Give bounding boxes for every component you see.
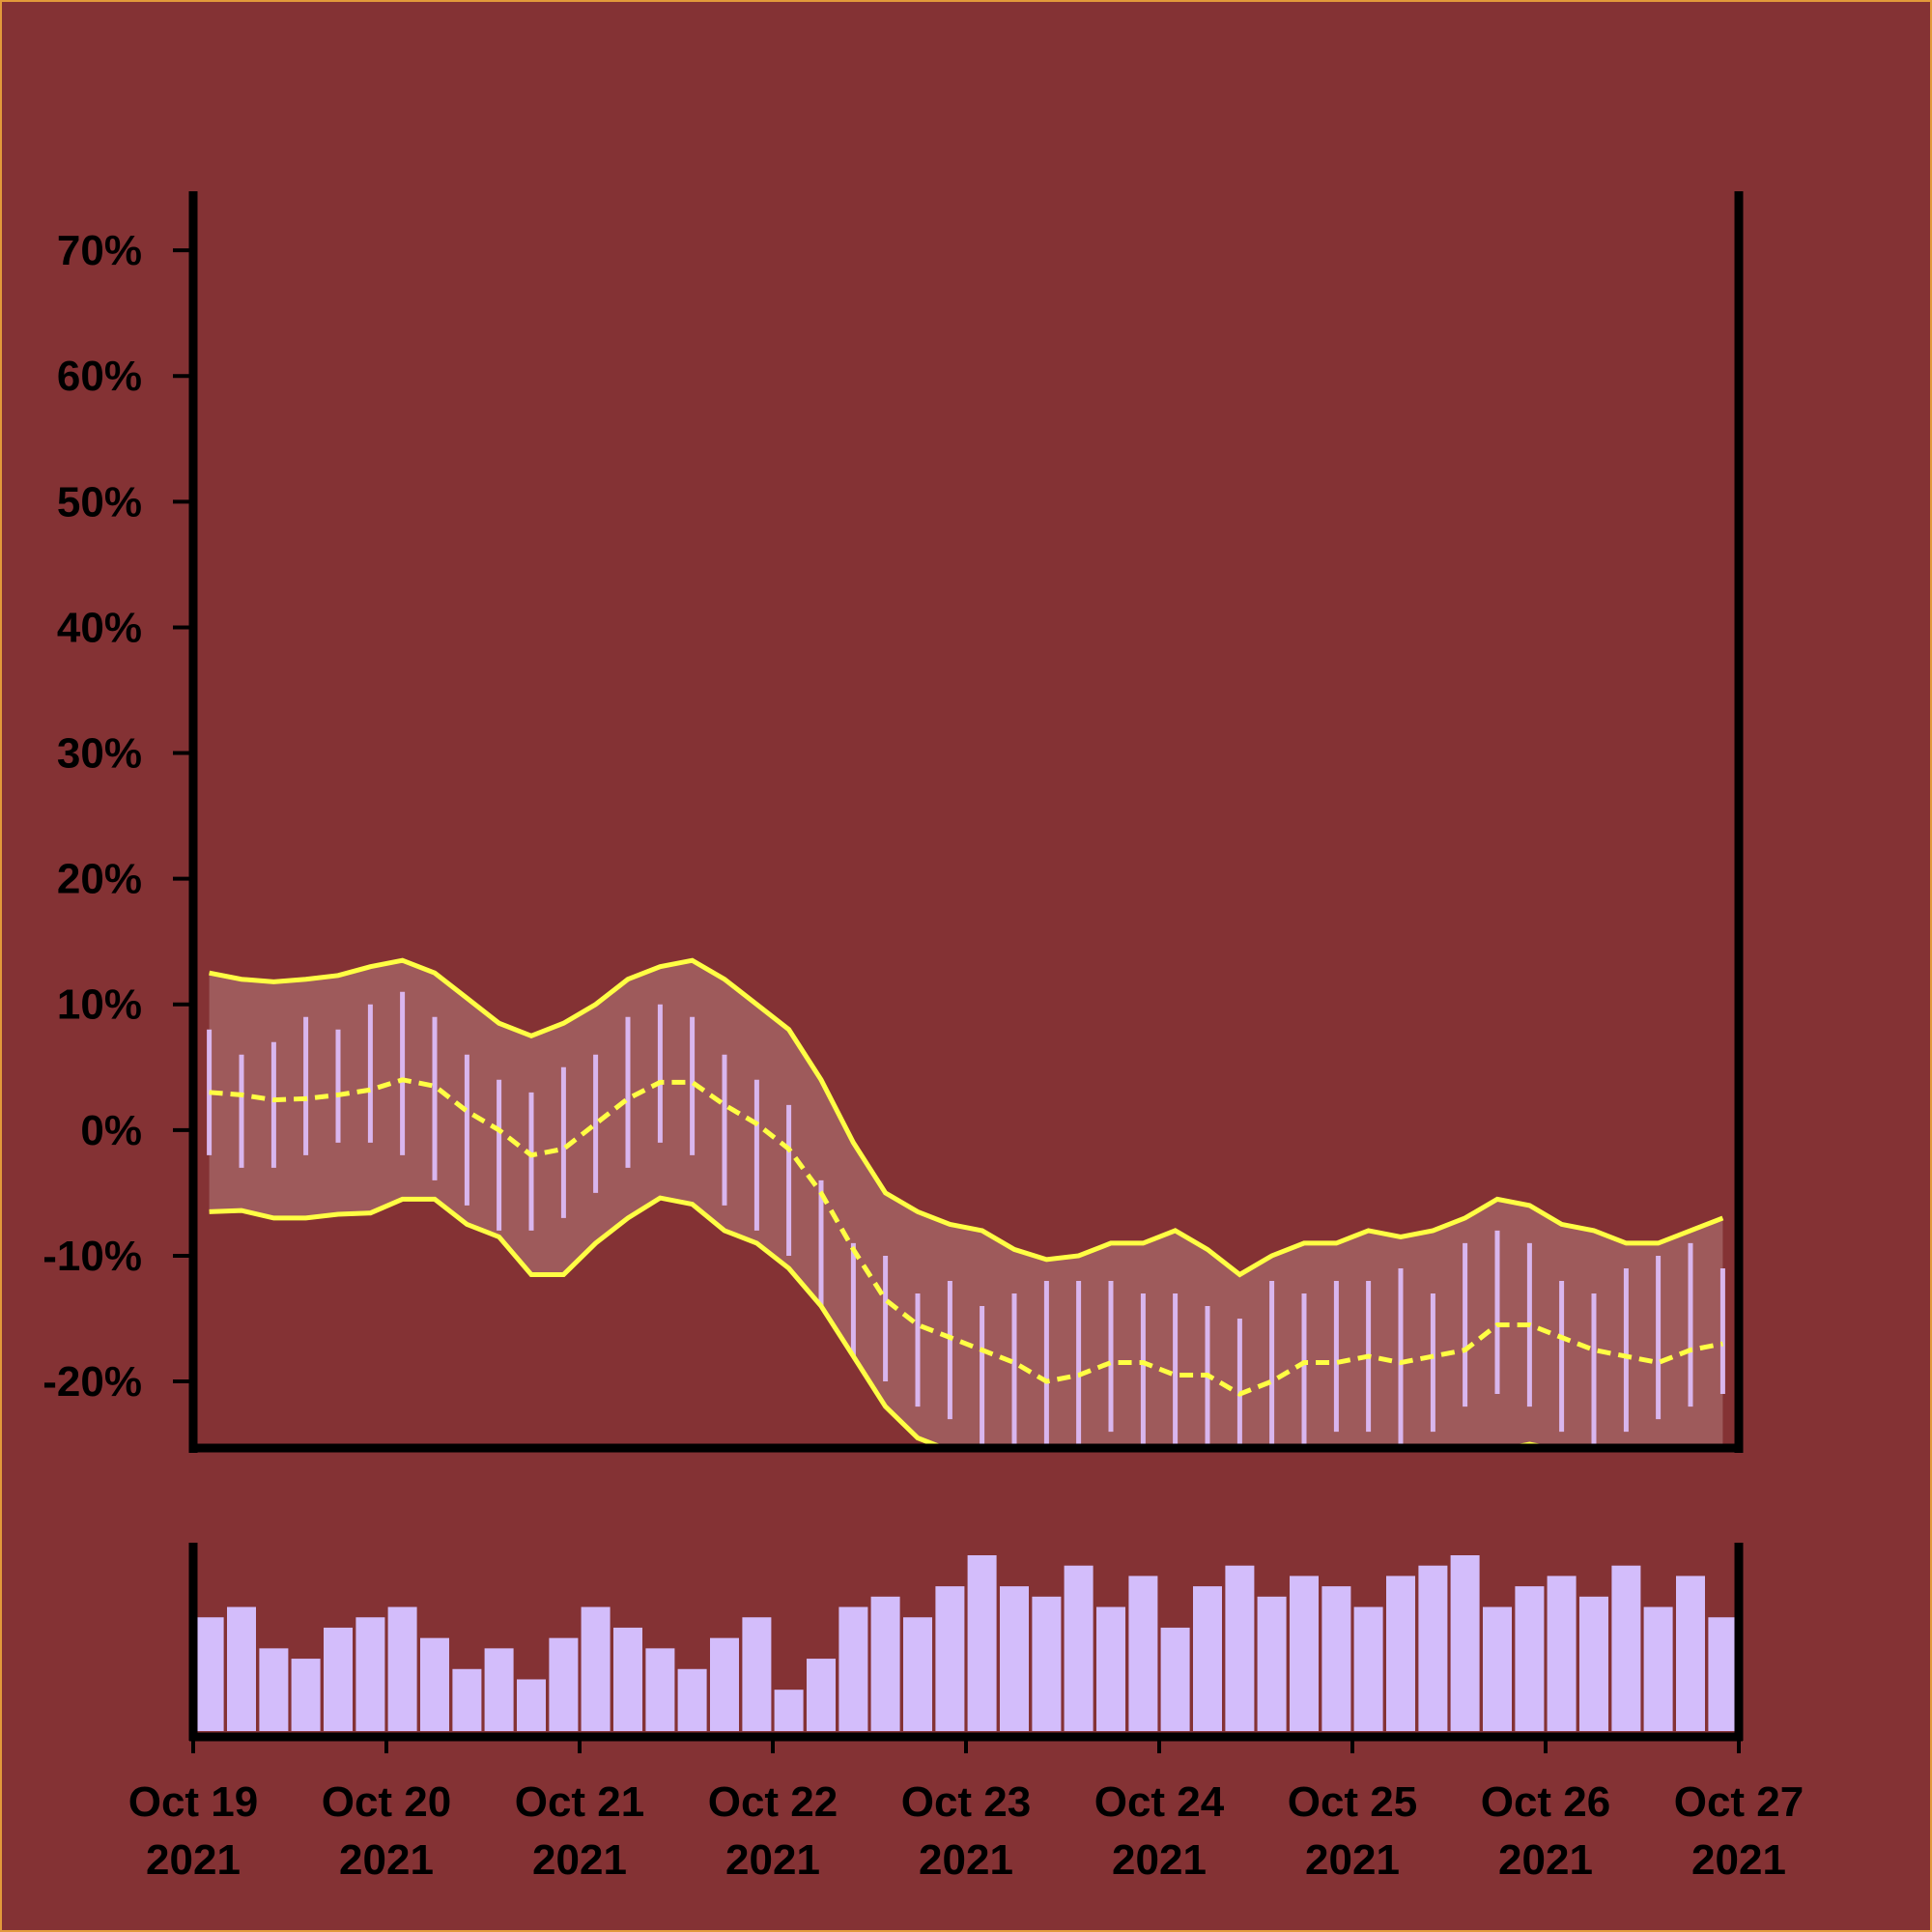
x-tick-label: Oct 20 2021 — [322, 1778, 452, 1884]
volume-bar — [194, 1617, 224, 1731]
volume-bar — [774, 1690, 804, 1731]
x-tick-label: Oct 19 2021 — [128, 1778, 259, 1884]
x-tick-label: Oct 27 2021 — [1674, 1778, 1804, 1884]
volume-bar — [581, 1606, 611, 1731]
y-tick-label: 0% — [80, 1107, 142, 1154]
y-tick-label: -10% — [43, 1233, 142, 1280]
middle-band-line — [209, 1077, 1723, 1397]
volume-bar — [1579, 1596, 1608, 1731]
volume-bar — [549, 1637, 579, 1731]
axes: -20% -10% 0% 10% 20% 30% 40% 50% 60% 70% Oct 19 202… — [43, 191, 1804, 1884]
price-panel — [207, 957, 1725, 1448]
volume-bar — [1128, 1576, 1158, 1731]
x-tick-label: Oct 21 2021 — [515, 1778, 645, 1884]
volume-bar — [259, 1648, 289, 1731]
volume-bar — [838, 1606, 868, 1731]
volume-bar — [484, 1648, 514, 1731]
y-tick-label: 20% — [57, 856, 142, 903]
volume-bar — [387, 1606, 417, 1731]
y-tick-label: 10% — [57, 981, 142, 1029]
volume-bar — [903, 1617, 932, 1731]
volume-panel — [194, 1555, 1738, 1731]
volume-bar — [227, 1606, 256, 1731]
y-tick-label: 50% — [57, 478, 142, 526]
volume-bar — [1353, 1606, 1383, 1731]
volume-bar — [1418, 1565, 1448, 1731]
x-tick-label: Oct 24 2021 — [1094, 1778, 1225, 1884]
volume-bar — [710, 1637, 739, 1731]
x-tick-label: Oct 22 2021 — [708, 1778, 838, 1884]
volume-bar — [1515, 1586, 1545, 1731]
x-tick-label: Oct 26 2021 — [1481, 1778, 1611, 1884]
volume-bar — [517, 1679, 546, 1731]
band-area — [209, 960, 1723, 1448]
volume-bar — [1225, 1565, 1255, 1731]
volume-bar — [870, 1596, 900, 1731]
volume-bar — [935, 1586, 965, 1731]
volume-bar — [613, 1627, 642, 1731]
volume-bar — [1450, 1555, 1480, 1731]
volume-bar — [1032, 1596, 1062, 1731]
upper-band-line — [209, 957, 1724, 1278]
volume-bar — [1193, 1586, 1222, 1731]
volume-bar — [967, 1555, 997, 1731]
volume-bar — [452, 1668, 482, 1731]
volume-bar — [1290, 1576, 1319, 1731]
volume-bar — [420, 1637, 449, 1731]
volume-bar — [1160, 1627, 1190, 1731]
y-tick-label: 40% — [57, 604, 142, 651]
volume-bar — [677, 1668, 707, 1731]
volume-bar — [1483, 1606, 1512, 1731]
y-tick-label: 60% — [57, 353, 142, 400]
volume-bar — [742, 1617, 772, 1731]
volume-bar — [1386, 1576, 1415, 1731]
volume-bar — [1064, 1565, 1094, 1731]
volume-bar — [1096, 1606, 1125, 1731]
volume-bar — [1708, 1617, 1738, 1731]
volume-bar — [1000, 1586, 1029, 1731]
x-tick-label: Oct 25 2021 — [1288, 1778, 1418, 1884]
y-tick-label: 30% — [57, 730, 142, 778]
y-tick-label: 70% — [57, 227, 142, 274]
volume-bar — [1611, 1565, 1641, 1731]
volume-bar — [807, 1659, 836, 1731]
y-tick-label: -20% — [43, 1358, 142, 1406]
volume-bar — [1257, 1596, 1287, 1731]
volume-bar — [1676, 1576, 1705, 1731]
volume-bar — [645, 1648, 675, 1731]
volume-bar — [355, 1617, 385, 1731]
volume-bar — [1643, 1606, 1673, 1731]
volume-bar — [1547, 1576, 1577, 1731]
volume-bar — [1321, 1586, 1351, 1731]
lower-band-line — [209, 1195, 1562, 1448]
x-tick-label: Oct 23 2021 — [901, 1778, 1032, 1884]
volume-bar — [324, 1627, 353, 1731]
volume-bar — [291, 1659, 321, 1731]
